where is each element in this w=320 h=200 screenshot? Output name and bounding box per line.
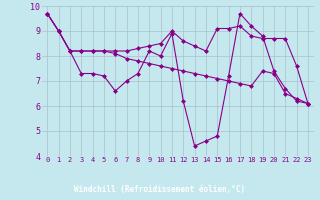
Text: Windchill (Refroidissement éolien,°C): Windchill (Refroidissement éolien,°C) xyxy=(75,185,245,194)
